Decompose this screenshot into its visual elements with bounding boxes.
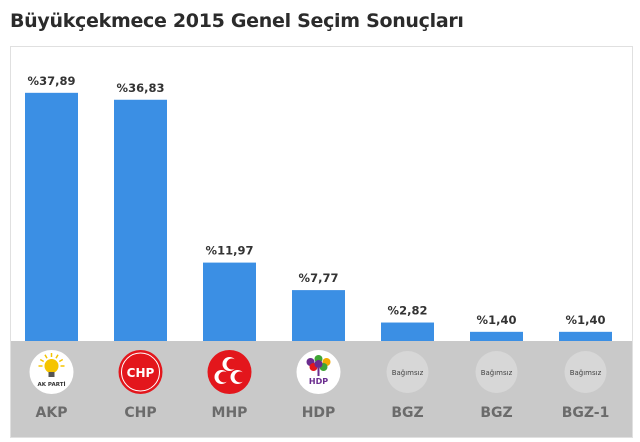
value-label-4: %2,82 (388, 304, 428, 318)
category-label-0: AKP (36, 405, 68, 421)
akp-logo-text: AK PARTİ (37, 381, 65, 388)
independent-icon: Bağımsız (475, 351, 518, 393)
independent-icon: Bağımsız (564, 351, 607, 393)
category-label-3: HDP (302, 405, 336, 421)
value-label-1: %36,83 (117, 81, 165, 95)
hdp-logo-text: HDP (309, 377, 328, 386)
akp-logo-icon: AK PARTİ (29, 350, 74, 394)
bar-4 (381, 322, 434, 341)
bar-3 (292, 290, 345, 341)
value-label-3: %7,77 (299, 271, 339, 285)
value-label-6: %1,40 (566, 313, 606, 327)
value-label-5: %1,40 (477, 313, 517, 327)
category-label-5: BGZ (480, 405, 512, 421)
bar-1 (114, 99, 167, 341)
bar-0 (25, 92, 78, 341)
chp-logo-text: CHP (127, 366, 155, 380)
chart-frame: %37,89 AK PARTİ AKP %36,83 CHP CHP %11,97 MHP %7… (10, 46, 633, 438)
independent-logo-text: Bağımsız (570, 369, 602, 377)
chp-logo-icon: CHP (118, 350, 163, 394)
category-label-4: BGZ (391, 405, 423, 421)
chart-title: Büyükçekmece 2015 Genel Seçim Sonuçları (10, 10, 464, 32)
category-label-2: MHP (212, 405, 248, 421)
bar-chart: %37,89 AK PARTİ AKP %36,83 CHP CHP %11,97 MHP %7… (11, 74, 632, 437)
value-label-0: %37,89 (28, 74, 76, 88)
category-label-1: CHP (124, 405, 156, 421)
bar-6 (559, 331, 612, 341)
category-label-6: BGZ-1 (562, 405, 610, 421)
value-label-2: %11,97 (206, 244, 254, 258)
bar-5 (470, 331, 523, 341)
independent-logo-text: Bağımsız (392, 369, 424, 377)
mhp-logo-icon (207, 350, 252, 394)
independent-icon: Bağımsız (386, 351, 429, 393)
hdp-logo-icon: HDP (296, 350, 341, 394)
bar-2 (203, 262, 256, 341)
independent-logo-text: Bağımsız (481, 369, 513, 377)
